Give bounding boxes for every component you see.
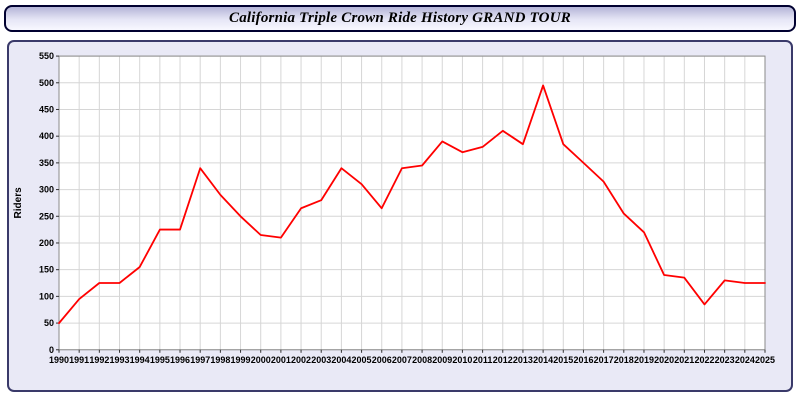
plot-border: [58, 55, 766, 351]
y-tick-label: 550: [39, 51, 54, 61]
y-tick-label: 400: [39, 131, 54, 141]
x-tick-label: 2014: [533, 355, 553, 365]
x-tick-label: 2001: [271, 355, 291, 365]
x-tick-label: 2006: [372, 355, 392, 365]
y-tick-label: 50: [44, 318, 54, 328]
y-tick-label: 450: [39, 104, 54, 114]
x-tick-label: 2012: [493, 355, 513, 365]
x-tick-label: 2016: [573, 355, 593, 365]
x-tick-label: 2007: [392, 355, 412, 365]
title-bar: California Triple Crown Ride History GRA…: [4, 5, 796, 32]
x-tick-label: 2005: [352, 355, 372, 365]
x-tick-label: 1998: [210, 355, 230, 365]
x-tick-label: 2011: [473, 355, 493, 365]
y-tick-label: 500: [39, 78, 54, 88]
y-tick-label: 350: [39, 158, 54, 168]
x-tick-label: 2003: [311, 355, 331, 365]
y-tick-label: 100: [39, 291, 54, 301]
axis-ticks: [56, 55, 766, 353]
y-axis-title: Riders: [13, 187, 24, 219]
x-tick-label: 2024: [735, 355, 755, 365]
x-tick-label: 2015: [553, 355, 573, 365]
plot-area: [59, 56, 765, 350]
x-tick-label: 1990: [49, 355, 69, 365]
x-tick-label: 1995: [150, 355, 170, 365]
y-tick-label: 250: [39, 211, 54, 221]
x-tick-label: 2008: [412, 355, 432, 365]
x-tick-label: 2019: [634, 355, 654, 365]
x-tick-label: 2021: [674, 355, 694, 365]
x-tick-label: 2023: [715, 355, 735, 365]
riders-series-line: [58, 84, 766, 325]
x-tick-label: 2010: [452, 355, 472, 365]
x-tick-label: 2000: [251, 355, 271, 365]
y-tick-label: 300: [39, 185, 54, 195]
x-tick-label: 2013: [513, 355, 533, 365]
x-tick-label: 2002: [291, 355, 311, 365]
x-tick-label: 2009: [432, 355, 452, 365]
x-tick-label: 1997: [190, 355, 210, 365]
y-tick-label: 200: [39, 238, 54, 248]
x-tick-label: 1991: [69, 355, 89, 365]
y-tick-label: 0: [49, 345, 54, 355]
x-tick-label: 2020: [654, 355, 674, 365]
gridlines: [58, 55, 766, 351]
x-tick-label: 1993: [110, 355, 130, 365]
x-tick-label: 2004: [331, 355, 351, 365]
x-tick-label: 2017: [594, 355, 614, 365]
x-tick-label: 2025: [755, 355, 775, 365]
x-tick-label: 2022: [694, 355, 714, 365]
x-tick-label: 1999: [231, 355, 251, 365]
x-tick-label: 1994: [130, 355, 150, 365]
x-tick-label: 1992: [89, 355, 109, 365]
chart-panel: 0 50 100 150 200 250 300 350 400 450 500 550 1990 199…: [7, 40, 793, 392]
page-title: California Triple Crown Ride History GRA…: [229, 10, 571, 26]
y-tick-label: 150: [39, 265, 54, 275]
x-tick-label: 2018: [614, 355, 634, 365]
x-tick-label: 1996: [170, 355, 190, 365]
